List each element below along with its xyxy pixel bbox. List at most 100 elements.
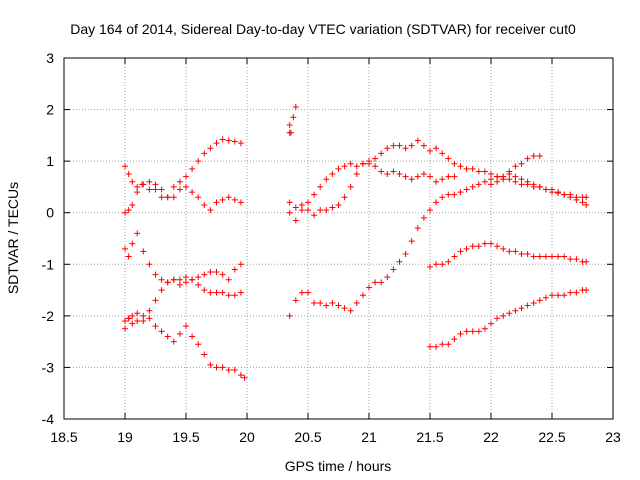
data-point [427, 343, 433, 350]
data-point [530, 181, 537, 188]
data-point [536, 297, 543, 304]
data-point [378, 279, 385, 286]
data-point [366, 284, 372, 291]
data-point [298, 289, 305, 296]
data-points [122, 103, 590, 381]
data-point [500, 173, 507, 180]
data-point [433, 178, 440, 185]
data-point [201, 271, 208, 278]
y-tick-label: 0 [46, 205, 54, 221]
data-point [481, 325, 488, 332]
data-point [372, 163, 379, 170]
data-point [125, 253, 132, 260]
data-point [207, 269, 214, 276]
data-point [512, 248, 519, 255]
y-tick-label: -2 [42, 308, 55, 324]
data-point [408, 238, 415, 245]
data-point [225, 367, 232, 374]
data-point [475, 243, 482, 250]
data-point [420, 214, 427, 221]
y-tick-label: 3 [46, 50, 54, 66]
data-point [536, 253, 543, 260]
data-point [359, 160, 366, 167]
data-point [152, 181, 159, 188]
data-point [231, 367, 238, 374]
data-point [451, 160, 458, 167]
y-tick-label: 1 [46, 153, 54, 169]
series-track-1 [122, 136, 244, 216]
data-point [152, 271, 159, 278]
data-point [463, 328, 470, 335]
data-point [140, 318, 147, 325]
data-point [176, 281, 183, 288]
data-point [231, 138, 238, 145]
data-point [189, 189, 196, 196]
x-tick-label: 21.5 [416, 429, 443, 445]
data-point [201, 351, 208, 358]
data-point [414, 137, 421, 144]
data-point [372, 155, 379, 162]
data-point [396, 258, 403, 265]
data-point [241, 374, 248, 381]
data-point [427, 207, 433, 214]
data-point [231, 196, 238, 203]
data-point [506, 176, 513, 183]
data-point [286, 199, 293, 206]
data-point [414, 225, 421, 232]
data-point [341, 194, 348, 201]
data-point [481, 178, 488, 185]
data-point [420, 142, 427, 149]
data-point [317, 299, 324, 306]
data-point [390, 266, 397, 273]
data-point [158, 328, 165, 335]
data-point [189, 165, 196, 172]
data-point [408, 142, 415, 149]
data-point [549, 292, 555, 299]
data-point [488, 320, 494, 327]
data-point [176, 276, 183, 283]
data-point [125, 207, 132, 214]
data-point [378, 168, 385, 175]
data-point [286, 122, 293, 129]
series-track-9 [286, 171, 590, 319]
data-point [152, 323, 159, 330]
data-point [372, 279, 379, 286]
data-point [201, 150, 208, 157]
data-point [129, 240, 136, 247]
series-track-12 [488, 152, 543, 188]
data-point [170, 276, 177, 283]
data-point [451, 173, 458, 180]
data-point [129, 320, 136, 327]
data-point [311, 212, 318, 219]
data-point [286, 209, 293, 216]
data-point [439, 341, 446, 348]
data-point [583, 287, 590, 294]
data-point [292, 297, 299, 304]
data-point [583, 194, 590, 201]
data-point [457, 163, 464, 170]
x-tick-label: 19 [117, 429, 133, 445]
data-point [140, 248, 147, 255]
data-point [433, 145, 440, 152]
data-point [292, 217, 299, 224]
data-point [170, 194, 177, 201]
data-point [396, 171, 403, 178]
data-point [195, 341, 202, 348]
data-point [353, 299, 360, 306]
data-point [335, 201, 342, 208]
data-point [439, 150, 446, 157]
data-point [311, 191, 318, 198]
data-point [518, 181, 525, 188]
data-point [225, 194, 232, 201]
data-point [305, 207, 311, 214]
data-point [341, 163, 348, 170]
grid [64, 58, 613, 419]
data-point [176, 186, 183, 193]
data-point [475, 328, 482, 335]
y-tick-label: 2 [46, 102, 54, 118]
data-point [439, 261, 446, 268]
data-point [305, 199, 311, 206]
data-point [384, 145, 391, 152]
data-point [286, 312, 293, 319]
data-point [335, 165, 342, 172]
